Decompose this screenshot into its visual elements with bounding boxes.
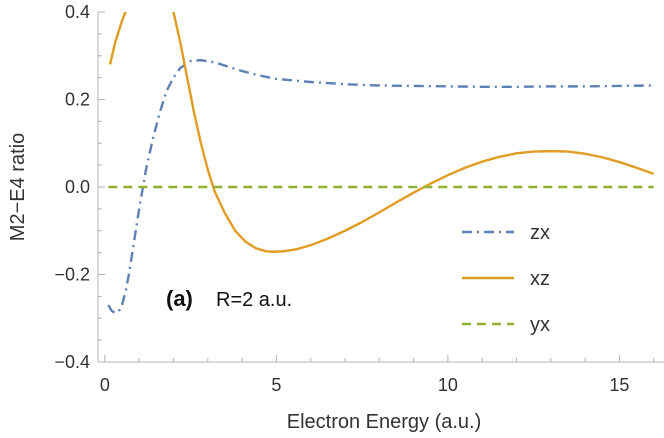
y-axis-title: M2−E4 ratio — [7, 133, 29, 241]
x-axis-title: Electron Energy (a.u.) — [287, 411, 482, 433]
y-tick-label: 0.0 — [65, 177, 90, 197]
series-line-xz — [108, 12, 655, 253]
annotation-label: (a) — [166, 286, 193, 311]
x-tick-label: 0 — [100, 375, 110, 395]
y-tick-label: −0.2 — [54, 265, 90, 285]
legend-label-xz: xz — [530, 268, 550, 290]
ticks-layer: 0 5 10 15 −0.4 −0.2 0.0 0.2 0.4 — [54, 2, 655, 395]
y-tick-label: −0.4 — [54, 352, 90, 372]
annotation: (a) R=2 a.u. — [166, 286, 292, 311]
y-tick-label: 0.4 — [65, 2, 90, 22]
x-tick-label: 5 — [271, 375, 281, 395]
series-layer — [107, 12, 655, 315]
series-line-zx — [107, 58, 654, 315]
y-tick-label: 0.2 — [65, 90, 90, 110]
x-tick-label: 15 — [609, 375, 629, 395]
legend: zx xz yx — [462, 222, 550, 336]
x-tick-label: 10 — [438, 375, 458, 395]
legend-label-yx: yx — [530, 314, 550, 336]
legend-label-zx: zx — [530, 222, 550, 244]
annotation-text: R=2 a.u. — [216, 289, 292, 311]
